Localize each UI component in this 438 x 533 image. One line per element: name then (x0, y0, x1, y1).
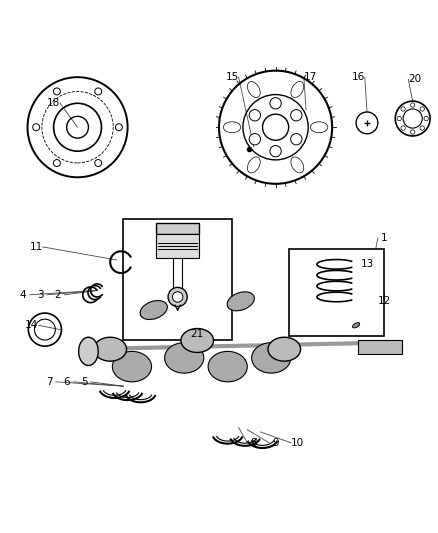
Text: 12: 12 (378, 296, 391, 306)
Text: 8: 8 (251, 438, 257, 448)
Ellipse shape (113, 351, 152, 382)
Ellipse shape (252, 343, 291, 373)
Text: 21: 21 (191, 329, 204, 339)
Circle shape (401, 107, 405, 111)
Circle shape (397, 116, 401, 120)
Bar (156, 223, 199, 234)
Circle shape (270, 98, 281, 109)
Text: 15: 15 (226, 72, 239, 82)
Circle shape (95, 88, 102, 95)
Ellipse shape (227, 292, 254, 311)
Text: 14: 14 (25, 320, 39, 330)
Circle shape (420, 126, 424, 130)
Circle shape (53, 159, 60, 166)
Ellipse shape (165, 343, 204, 373)
Ellipse shape (140, 301, 167, 319)
Bar (289, 249, 385, 336)
Text: 2: 2 (55, 290, 61, 300)
Circle shape (168, 287, 187, 306)
Circle shape (249, 110, 261, 121)
Circle shape (173, 292, 183, 302)
Circle shape (291, 134, 302, 145)
Circle shape (291, 110, 302, 121)
Text: 18: 18 (47, 98, 60, 108)
Ellipse shape (268, 337, 300, 361)
Bar (123, 219, 232, 341)
Text: 11: 11 (30, 242, 43, 252)
Text: 5: 5 (81, 377, 88, 387)
Text: 4: 4 (20, 290, 26, 300)
Bar (156, 234, 199, 258)
Text: 7: 7 (46, 377, 53, 387)
Ellipse shape (311, 122, 328, 133)
Ellipse shape (94, 337, 127, 361)
Ellipse shape (247, 82, 260, 98)
Text: 3: 3 (37, 290, 44, 300)
Circle shape (116, 124, 122, 131)
Ellipse shape (208, 351, 247, 382)
Text: 16: 16 (352, 72, 365, 82)
Circle shape (424, 116, 428, 120)
Circle shape (401, 126, 405, 130)
Ellipse shape (79, 337, 98, 366)
Bar (358, 341, 402, 353)
Text: 10: 10 (291, 438, 304, 448)
Circle shape (53, 88, 60, 95)
Circle shape (270, 146, 281, 157)
Ellipse shape (291, 82, 304, 98)
Circle shape (420, 107, 424, 111)
Circle shape (410, 103, 415, 107)
Text: 17: 17 (304, 72, 317, 82)
Ellipse shape (181, 328, 214, 352)
Circle shape (249, 134, 261, 145)
Circle shape (410, 130, 415, 134)
Text: 20: 20 (408, 75, 421, 84)
Text: 9: 9 (272, 438, 279, 448)
Text: 13: 13 (360, 260, 374, 269)
Text: 6: 6 (64, 377, 70, 387)
Ellipse shape (353, 322, 360, 328)
Ellipse shape (247, 157, 260, 173)
Ellipse shape (223, 122, 241, 133)
Circle shape (95, 159, 102, 166)
Text: 1: 1 (381, 233, 388, 243)
Circle shape (33, 124, 40, 131)
Ellipse shape (291, 157, 304, 173)
